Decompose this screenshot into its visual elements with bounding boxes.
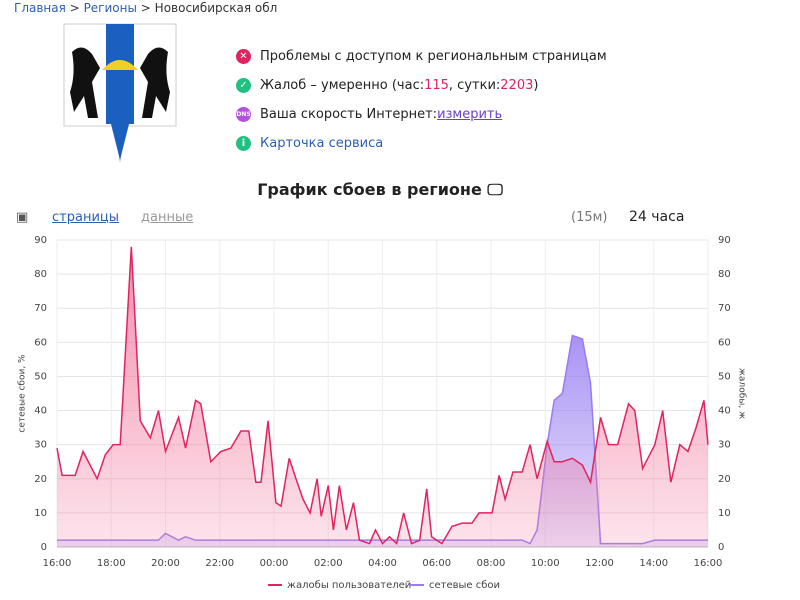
y-tick-label: 70 — [34, 303, 47, 314]
y2-tick-label: 0 — [718, 542, 724, 553]
chart-title: График сбоев в регионе 🖵 — [257, 180, 503, 199]
status-text: Проблемы с доступом к региональным стран… — [260, 49, 607, 64]
measure-link[interactable]: измерить — [437, 107, 503, 122]
y-axis-title: сетевые сбои, % — [18, 354, 28, 433]
status-text: , сутки: — [448, 78, 501, 93]
y-tick-label: 30 — [34, 440, 47, 451]
chart: 0 10 20 30 40 50 60 70 80 90 0 10 20 30 40 50 60 70 80 90 16… — [18, 235, 747, 591]
sep: > — [69, 1, 80, 15]
status-text: Жалоб – умеренно (час: — [260, 78, 425, 93]
y-tick-label: 60 — [34, 337, 47, 348]
sep: > — [140, 1, 151, 15]
x-tick-label: 06:00 — [422, 558, 451, 569]
tab-pages[interactable]: страницы — [52, 210, 119, 225]
y-tick-label: 80 — [34, 269, 47, 280]
y2-tick-label: 30 — [718, 440, 731, 451]
y2-tick-label: 10 — [718, 508, 731, 519]
x-tick-label: 16:00 — [694, 558, 723, 569]
x-tick-label: 14:00 — [639, 558, 668, 569]
x-tick-label: 02:00 — [314, 558, 343, 569]
y2-tick-label: 90 — [718, 235, 731, 246]
y-tick-label: 90 — [34, 235, 47, 246]
x-tick-label: 20:00 — [151, 558, 180, 569]
legend-label: сетевые сбои — [429, 580, 500, 591]
crumb: Новосибирская обл — [154, 1, 278, 15]
interval[interactable]: (15м) — [571, 210, 608, 225]
status-row: DNS Ваша скорость Интернет: измерить — [236, 107, 503, 122]
tab-data[interactable]: данные — [141, 210, 194, 225]
status-text: ) — [533, 78, 539, 93]
crumb[interactable]: Главная — [14, 1, 66, 15]
x-tick-label: 16:00 — [43, 558, 72, 569]
hour-count: 115 — [424, 78, 449, 93]
legend-label: жалобы пользователей — [287, 580, 411, 591]
y2-tick-label: 40 — [718, 406, 731, 417]
period[interactable]: 24 часа — [629, 209, 685, 225]
y-tick-label: 20 — [34, 474, 47, 485]
y2-tick-label: 60 — [718, 337, 731, 348]
day-count: 2203 — [500, 78, 534, 93]
status-row: i Карточка сервиса — [236, 129, 607, 158]
crumb[interactable]: Регионы — [83, 1, 137, 15]
x-tick-label: 04:00 — [368, 558, 397, 569]
status-row: ✓ Жалоб – умеренно (час: 115, сутки: 2203… — [236, 71, 607, 100]
x-tick-label: 12:00 — [585, 558, 614, 569]
y-tick-label: 0 — [41, 542, 47, 553]
x-tick-label: 00:00 — [260, 558, 289, 569]
y2-tick-label: 50 — [718, 371, 731, 382]
x-tick-label: 18:00 — [97, 558, 126, 569]
chart-title-text: График сбоев в регионе — [257, 180, 482, 199]
coat-of-arms — [63, 23, 177, 163]
y2-tick-label: 80 — [718, 269, 731, 280]
card-link[interactable]: Карточка сервиса — [260, 136, 384, 151]
y-tick-label: 40 — [34, 406, 47, 417]
status-text: Ваша скорость Интернет: — [260, 107, 438, 122]
x-tick-label: 10:00 — [531, 558, 560, 569]
status-row: ✕ Проблемы с доступом к региональным стра… — [236, 42, 607, 71]
x-tick-label: 08:00 — [477, 558, 506, 569]
line — [56, 246, 709, 546]
area — [57, 246, 708, 548]
breadcrumbs: Главная > Регионы > Новосибирская обл — [14, 1, 277, 15]
y-tick-label: 10 — [34, 508, 47, 519]
y2-tick-label: 20 — [718, 474, 731, 485]
camera-icon[interactable]: ▣ — [16, 210, 29, 225]
status-list: ✕ Проблемы с доступом к региональным стра… — [236, 42, 607, 158]
y2-axis-title: жалобы, ж — [737, 368, 747, 419]
y2-tick-label: 70 — [718, 303, 731, 314]
y-tick-label: 50 — [34, 371, 47, 382]
x-tick-label: 22:00 — [205, 558, 234, 569]
